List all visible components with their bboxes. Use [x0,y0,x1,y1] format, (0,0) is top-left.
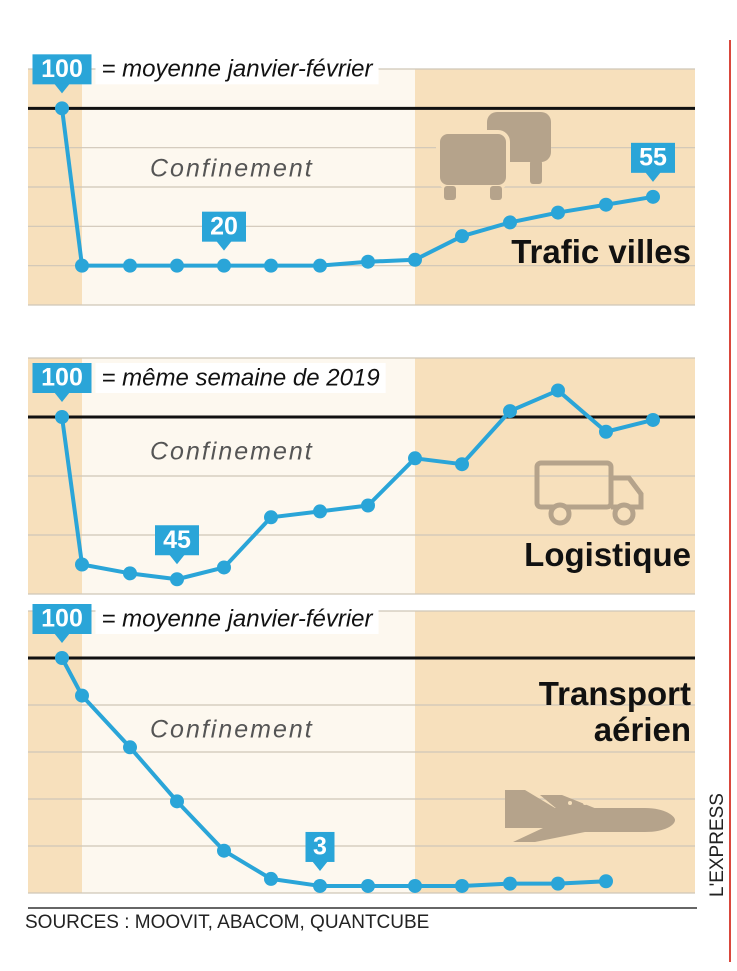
value-label-pointer [645,171,661,182]
annotation: Confinement [150,155,314,183]
data-point [170,258,184,273]
data-point [599,874,613,889]
value-label-box [202,211,246,242]
value-label-box [32,363,92,393]
value-label: 100 [41,605,83,633]
value-label-box [631,142,675,173]
data-point [75,688,89,703]
panel-title: Logistique [524,536,691,573]
data-point [264,510,278,525]
value-label: 100 [41,364,83,392]
data-point [551,383,565,398]
data-line [60,388,654,582]
data-point [217,258,231,273]
data-point [217,843,231,858]
value-label-pointer [216,240,232,251]
data-point [408,252,422,267]
data-point [361,254,375,269]
value-label-box [155,525,199,556]
panel-title: Transport aérien [538,675,691,748]
value-label-pointer [312,860,328,871]
backgrounds [28,68,695,894]
value-label-box [305,831,335,862]
subtitle: = moyenne janvier-février [102,605,374,632]
data-point [455,457,469,472]
panel-title: Trafic villes [511,233,691,270]
data-point [75,258,89,273]
data-point [55,101,69,116]
value-label-box [32,54,92,85]
value-label-pointer [54,83,70,94]
subtitle-bg [95,363,386,393]
value-label: 45 [163,526,191,554]
data-point [123,740,137,755]
data-point [455,229,469,244]
data-point [646,189,660,204]
data-point [551,876,565,891]
value-label-pointer [169,554,185,565]
subtitle-bg [95,54,379,85]
data-point [313,504,327,519]
data-point [455,878,469,893]
data-point [75,557,89,572]
data-point [55,651,69,665]
data-line [60,108,654,268]
data-point [217,560,231,575]
brand: L'EXPRESS [707,793,728,897]
data-point [503,404,517,419]
subtitle: = moyenne janvier-février [102,56,374,83]
value-label-pointer [54,392,70,402]
data-point [503,876,517,891]
data-point [264,871,278,886]
annotation: Confinement [150,716,314,744]
data-point [646,412,660,427]
data-point [361,498,375,513]
source: SOURCES : MOOVIT, ABACOM, QUANTCUBE [25,912,429,933]
data-point [170,572,184,587]
data-point [264,258,278,273]
data-point [408,878,422,893]
data-point [313,878,327,893]
icons [436,112,675,842]
value-label: 20 [210,212,238,240]
data-point [170,794,184,809]
truck-icon [534,460,644,526]
value-label-box [32,604,92,634]
subtitle-bg [95,604,379,634]
data-point [503,215,517,230]
value-label: 100 [41,55,83,83]
data-point [599,424,613,439]
subtitle: = même semaine de 2019 [102,364,380,391]
data-point [55,410,69,424]
value-label: 55 [639,143,667,171]
annotation: Confinement [150,438,314,466]
data-point [123,258,137,273]
data-point [123,566,137,581]
data-point [551,205,565,220]
value-label: 3 [313,833,327,861]
value-label-pointer [54,633,70,643]
data-point [408,451,422,466]
plane-icon [505,790,675,842]
data-point [361,878,375,893]
data-point [599,197,613,212]
data-point [313,258,327,273]
car-icon [436,112,551,200]
